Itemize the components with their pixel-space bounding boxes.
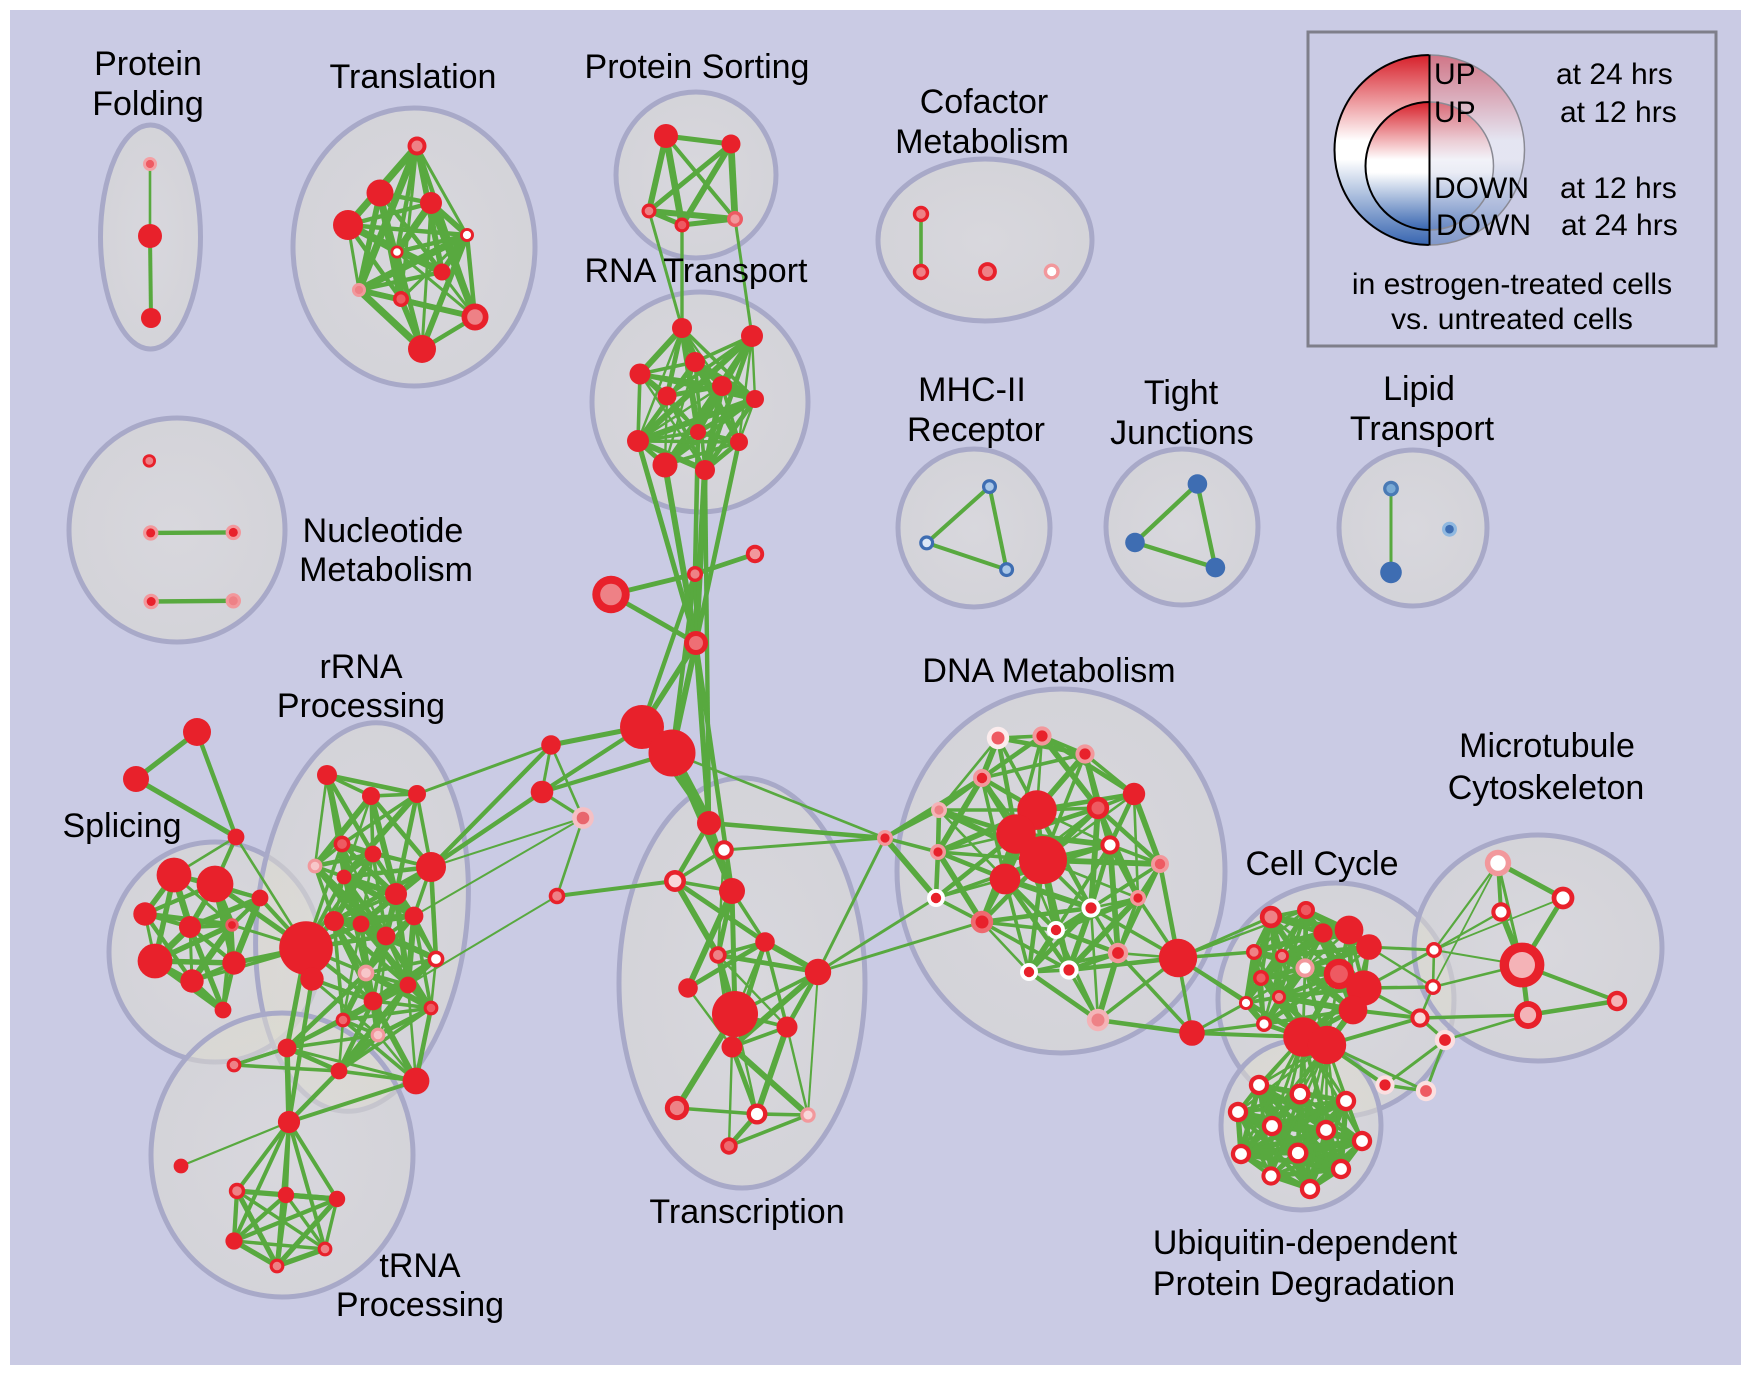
- svg-text:vs. untreated cells: vs. untreated cells: [1391, 303, 1633, 336]
- svg-text:Processing: Processing: [277, 687, 445, 725]
- svg-text:at 24 hrs: at 24 hrs: [1556, 58, 1673, 91]
- svg-text:at 12 hrs: at 12 hrs: [1560, 172, 1677, 205]
- svg-text:UP: UP: [1434, 96, 1476, 129]
- svg-text:Splicing: Splicing: [62, 807, 181, 845]
- svg-text:tRNA: tRNA: [379, 1247, 461, 1285]
- svg-text:Junctions: Junctions: [1110, 414, 1254, 452]
- svg-text:Tight: Tight: [1144, 374, 1219, 412]
- svg-text:Translation: Translation: [330, 58, 497, 96]
- svg-text:Microtubule: Microtubule: [1459, 727, 1635, 765]
- svg-text:Protein Sorting: Protein Sorting: [585, 48, 810, 86]
- svg-text:DNA Metabolism: DNA Metabolism: [922, 652, 1175, 690]
- svg-text:Transport: Transport: [1350, 410, 1495, 448]
- svg-text:Cell Cycle: Cell Cycle: [1245, 845, 1398, 883]
- svg-text:Processing: Processing: [336, 1286, 504, 1324]
- svg-text:rRNA: rRNA: [319, 648, 402, 686]
- svg-text:RNA Transport: RNA Transport: [585, 252, 809, 290]
- svg-text:Receptor: Receptor: [907, 411, 1045, 449]
- svg-text:MHC-II: MHC-II: [918, 371, 1026, 409]
- svg-text:DOWN: DOWN: [1436, 209, 1531, 242]
- svg-text:DOWN: DOWN: [1434, 172, 1529, 205]
- svg-text:Transcription: Transcription: [649, 1193, 844, 1231]
- svg-text:Ubiquitin-dependent: Ubiquitin-dependent: [1153, 1224, 1458, 1262]
- svg-text:Lipid: Lipid: [1383, 370, 1455, 408]
- svg-text:Cofactor: Cofactor: [920, 83, 1049, 121]
- svg-text:Metabolism: Metabolism: [895, 123, 1069, 161]
- svg-text:Protein Degradation: Protein Degradation: [1153, 1265, 1455, 1303]
- svg-text:Nucleotide: Nucleotide: [303, 512, 464, 550]
- svg-text:Metabolism: Metabolism: [299, 551, 473, 589]
- svg-text:Protein: Protein: [94, 45, 202, 83]
- svg-text:Cytoskeleton: Cytoskeleton: [1448, 769, 1645, 807]
- svg-text:UP: UP: [1434, 58, 1476, 91]
- svg-text:at 24 hrs: at 24 hrs: [1561, 209, 1678, 242]
- svg-text:in estrogen-treated cells: in estrogen-treated cells: [1352, 268, 1672, 301]
- svg-text:at 12 hrs: at 12 hrs: [1560, 96, 1677, 129]
- svg-text:Folding: Folding: [92, 85, 204, 123]
